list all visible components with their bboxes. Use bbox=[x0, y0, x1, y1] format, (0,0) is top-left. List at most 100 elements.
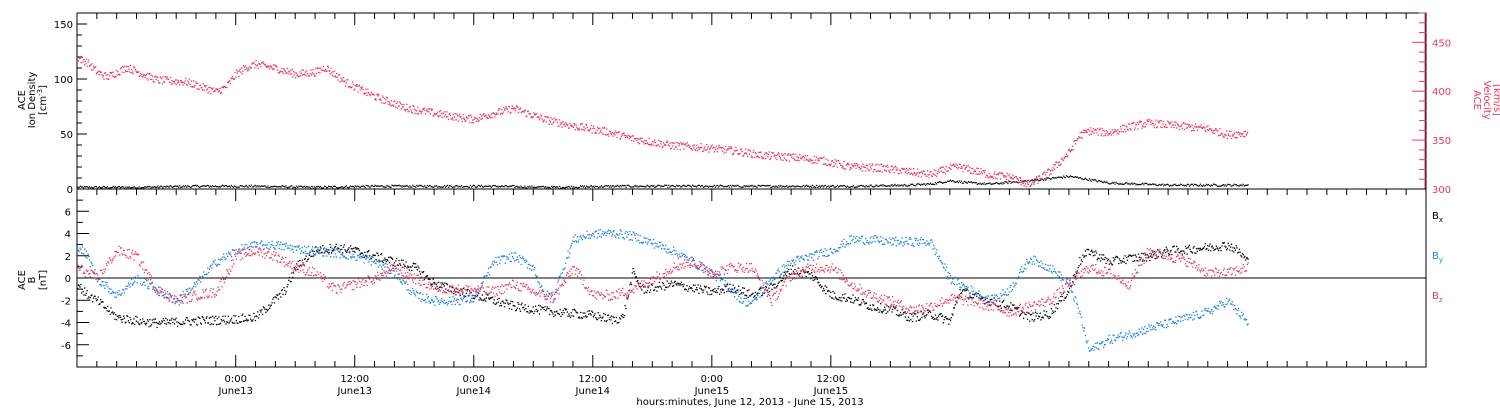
bx-point bbox=[538, 313, 541, 315]
velocity-point bbox=[967, 165, 970, 167]
velocity-point bbox=[941, 166, 943, 168]
bx-point bbox=[877, 308, 879, 310]
velocity-point bbox=[1035, 178, 1037, 180]
velocity-point bbox=[158, 82, 160, 84]
density-point bbox=[1088, 178, 1090, 180]
velocity-point bbox=[528, 112, 530, 115]
by-point bbox=[422, 293, 424, 295]
velocity-point bbox=[645, 142, 647, 145]
bx-point bbox=[303, 264, 305, 266]
bx-point bbox=[678, 284, 680, 286]
density-point bbox=[788, 186, 790, 188]
bx-point bbox=[1200, 249, 1202, 251]
velocity-point bbox=[1001, 173, 1003, 175]
velocity-point bbox=[207, 92, 209, 94]
velocity-point bbox=[281, 71, 284, 73]
bx-point bbox=[1080, 259, 1083, 261]
velocity-point bbox=[994, 171, 996, 173]
bx-point bbox=[749, 295, 751, 297]
bx-point bbox=[487, 294, 489, 296]
bx-point bbox=[386, 259, 388, 261]
velocity-point bbox=[1014, 181, 1016, 183]
velocity-point bbox=[278, 72, 280, 74]
density-point bbox=[1044, 178, 1046, 180]
bx-point bbox=[845, 298, 848, 300]
velocity-point bbox=[195, 81, 197, 83]
bx-point bbox=[504, 302, 506, 305]
velocity-point bbox=[626, 136, 628, 138]
bx-point bbox=[619, 318, 622, 320]
bx-point bbox=[1076, 272, 1078, 275]
density-point bbox=[450, 185, 452, 187]
velocity-point bbox=[100, 71, 102, 73]
velocity-point bbox=[1006, 178, 1008, 180]
velocity-point bbox=[501, 113, 504, 115]
velocity-point bbox=[695, 147, 697, 149]
velocity-point bbox=[242, 65, 245, 67]
bx-point bbox=[1031, 319, 1033, 321]
by-point bbox=[466, 300, 468, 302]
density-point bbox=[428, 185, 430, 188]
velocity-point bbox=[1215, 128, 1217, 130]
velocity-point bbox=[935, 170, 937, 172]
by-point bbox=[107, 291, 110, 293]
velocity-point bbox=[537, 116, 539, 119]
by-point bbox=[169, 293, 171, 295]
bx-point bbox=[1040, 319, 1042, 321]
bx-point bbox=[1187, 247, 1189, 249]
bx-point bbox=[684, 288, 687, 290]
velocity-point bbox=[1134, 127, 1136, 129]
by-point bbox=[96, 280, 99, 283]
bx-point bbox=[832, 291, 834, 293]
by-point bbox=[314, 247, 316, 249]
by-point bbox=[407, 283, 409, 286]
velocity-point bbox=[845, 164, 847, 166]
bx-point bbox=[254, 316, 256, 318]
bx-point bbox=[1216, 247, 1218, 249]
velocity-point bbox=[977, 167, 979, 170]
velocity-point bbox=[726, 149, 728, 151]
velocity-point bbox=[965, 166, 968, 168]
velocity-point bbox=[153, 81, 155, 84]
bx-point bbox=[1003, 299, 1005, 302]
density-point bbox=[457, 186, 460, 188]
density-point bbox=[727, 185, 729, 187]
velocity-point bbox=[899, 170, 902, 172]
density-point bbox=[119, 187, 121, 189]
velocity-point bbox=[793, 158, 795, 160]
density-point bbox=[993, 182, 995, 185]
density-point bbox=[1068, 176, 1071, 178]
velocity-point bbox=[1149, 119, 1151, 121]
by-point bbox=[261, 245, 264, 247]
velocity-point bbox=[599, 131, 602, 133]
bx-point bbox=[480, 299, 483, 301]
velocity-point bbox=[159, 76, 161, 78]
by-point bbox=[119, 294, 122, 296]
bx-point bbox=[896, 309, 898, 312]
velocity-point bbox=[988, 177, 990, 179]
density-point bbox=[856, 186, 858, 188]
velocity-point bbox=[666, 140, 668, 142]
density-point bbox=[688, 184, 690, 186]
bx-point bbox=[1055, 307, 1057, 309]
bx-point bbox=[1098, 257, 1100, 260]
density-point bbox=[800, 186, 802, 188]
velocity-point bbox=[1055, 161, 1057, 163]
velocity-point bbox=[817, 159, 819, 161]
velocity-point bbox=[1113, 131, 1115, 133]
density-point bbox=[511, 185, 513, 187]
velocity-point bbox=[724, 148, 726, 151]
density-point bbox=[594, 185, 596, 187]
by-point bbox=[228, 253, 230, 255]
velocity-point bbox=[581, 128, 583, 130]
density-point bbox=[829, 185, 832, 187]
density-point bbox=[372, 185, 374, 188]
bx-point bbox=[117, 315, 119, 317]
bx-point bbox=[612, 316, 614, 318]
velocity-point bbox=[690, 148, 693, 150]
density-point bbox=[1047, 177, 1049, 179]
velocity-point bbox=[392, 105, 395, 107]
velocity-point bbox=[243, 66, 245, 68]
density-point bbox=[616, 184, 618, 186]
by-point bbox=[469, 299, 472, 301]
